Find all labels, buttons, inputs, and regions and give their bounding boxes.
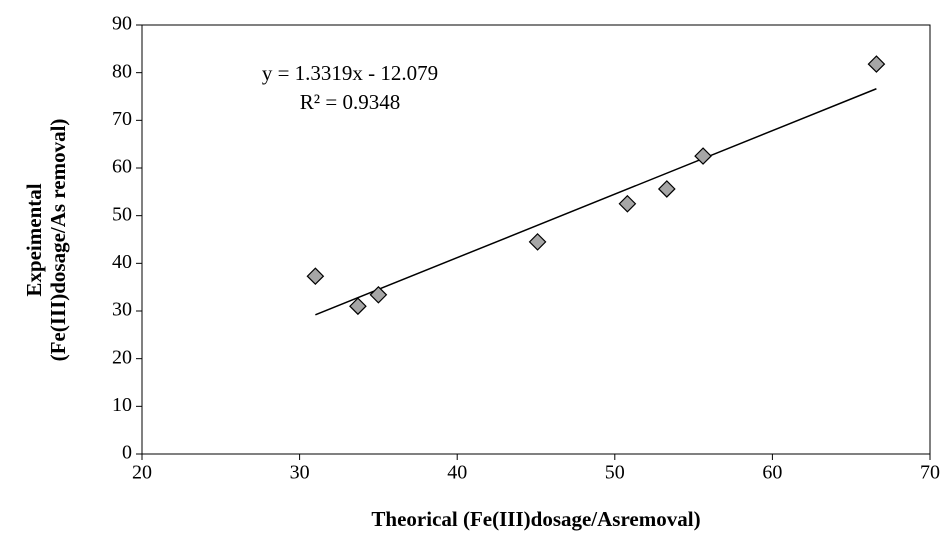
y-axis-title: (Fe(III)dosage/As removal)	[46, 119, 70, 362]
x-tick-label: 70	[920, 462, 940, 484]
x-tick-label: 30	[290, 462, 310, 484]
y-tick-label: 70	[112, 108, 132, 130]
x-tick-label: 20	[132, 462, 152, 484]
trendline	[315, 88, 877, 316]
y-tick-label: 60	[112, 156, 132, 178]
data-point	[306, 267, 325, 286]
plot-frame	[141, 24, 931, 455]
data-point	[369, 285, 388, 304]
data-point	[528, 233, 547, 251]
y-tick-label: 90	[112, 13, 132, 35]
data-point	[618, 194, 637, 213]
y-tick-label: 30	[112, 299, 132, 321]
y-tick-label: 10	[112, 394, 132, 416]
data-point	[694, 147, 712, 165]
data-point	[657, 180, 676, 198]
y-tick-label: 0	[122, 442, 132, 464]
r-squared: R² = 0.9348	[300, 90, 400, 114]
x-tick-label: 60	[762, 462, 782, 484]
y-tick-label: 50	[112, 203, 132, 225]
data-point	[349, 297, 367, 316]
trendline-equation: y = 1.3319x - 12.079	[262, 61, 438, 85]
y-tick-label: 20	[112, 346, 132, 368]
y-axis-title: Expeimental	[22, 183, 46, 296]
x-tick-label: 40	[447, 462, 467, 484]
x-axis-title: Theorical (Fe(III)dosage/Asremoval)	[371, 507, 700, 531]
data-point	[867, 55, 886, 73]
y-tick-label: 40	[112, 251, 132, 273]
x-tick-label: 50	[605, 462, 625, 484]
y-tick-label: 80	[112, 60, 132, 82]
